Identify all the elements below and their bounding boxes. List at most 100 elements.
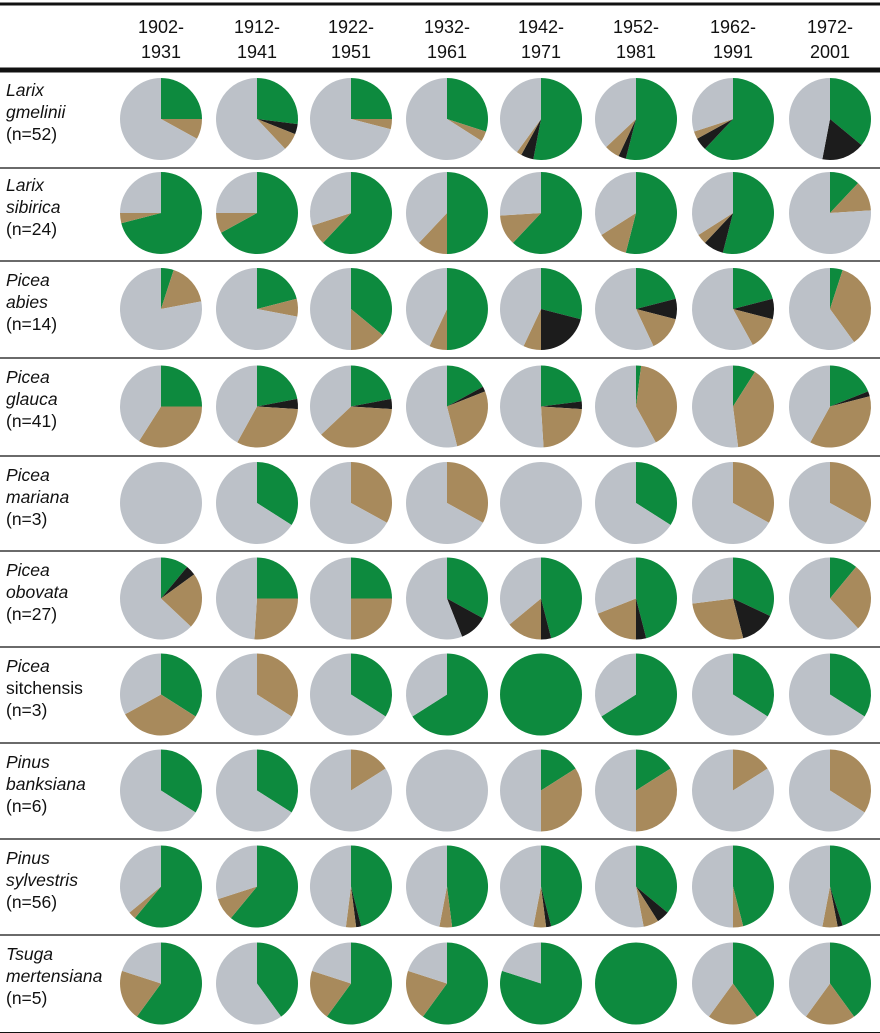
pie-slice [216, 942, 282, 1025]
pie-slice [733, 845, 774, 927]
row-label-sample-size: (n=3) [6, 509, 47, 529]
pie-slice [810, 396, 871, 448]
pie-slice [733, 371, 775, 448]
pie-slice [733, 462, 775, 523]
pie-chart [310, 172, 392, 254]
pie-slice [119, 365, 161, 442]
pie-slice [406, 749, 488, 832]
pie-chart [789, 557, 872, 640]
pie-slice [216, 172, 257, 213]
row-label-genus: Picea [6, 656, 50, 676]
pie-slice [215, 365, 257, 443]
pie-chart [405, 172, 488, 254]
pie-slice [405, 172, 447, 243]
pie-slice [418, 213, 447, 254]
pie-slice [429, 309, 447, 350]
pie-slice [830, 270, 871, 343]
pie-slice [541, 406, 582, 448]
pie-slice [708, 983, 758, 1025]
row-label-genus: Larix [6, 175, 45, 195]
pie-slice [830, 391, 870, 407]
pie-slice [733, 268, 773, 309]
pie-slice [447, 462, 489, 523]
column-label-start: 1962- [710, 17, 756, 37]
pie-slice [121, 172, 203, 254]
pie-slice [500, 365, 544, 448]
pie-chart [789, 845, 871, 928]
pie-chart [406, 845, 489, 928]
pie-slice [789, 653, 865, 736]
pie-slice [625, 78, 678, 161]
pie-slice [636, 365, 678, 443]
pie-slice [594, 77, 636, 148]
pie-slice [822, 886, 838, 928]
row-label-genus: Picea [6, 270, 50, 290]
pie-slice [257, 557, 298, 599]
pie-slice [257, 462, 299, 525]
row-label-sample-size: (n=52) [6, 124, 57, 144]
pie-slice [692, 462, 769, 544]
pie-slice [161, 365, 202, 407]
pie-slice [136, 942, 202, 1025]
pie-slice [788, 942, 830, 1017]
pie-slice [541, 365, 582, 407]
pie-chart [216, 845, 299, 928]
pie-slice [216, 462, 292, 544]
pie-slice [733, 557, 775, 616]
pie-slice [830, 845, 871, 926]
pie-slice [516, 119, 541, 155]
pie-chart [500, 365, 583, 448]
row-label-sample-size: (n=6) [6, 796, 47, 816]
pie-slice [312, 942, 351, 984]
pie-slice [439, 886, 453, 928]
pie-slice [509, 598, 541, 640]
row-label-species: sibirica [6, 197, 61, 217]
pie-slice [406, 461, 483, 544]
pie-slice [161, 566, 195, 599]
pie-chart [215, 557, 298, 640]
pie-slice [161, 653, 203, 717]
pie-slice [120, 462, 202, 544]
pie-slice [636, 886, 658, 927]
pie-slice [733, 886, 744, 928]
pie-slice [405, 268, 447, 347]
pie-chart [216, 653, 299, 736]
pie-chart [691, 172, 775, 254]
pie-slice [405, 653, 447, 717]
row-label-species: sitchensis [6, 678, 83, 698]
pie-slice [636, 268, 676, 309]
column-label-start: 1952- [613, 17, 659, 37]
pie-chart [788, 942, 872, 1025]
pie-slice [120, 970, 161, 1017]
pie-slice [161, 557, 188, 599]
pie-slice [422, 942, 488, 1025]
pie-chart [216, 78, 299, 160]
pie-chart [310, 749, 393, 832]
pie-chart [120, 942, 202, 1025]
pie-slice [257, 78, 299, 125]
pie-slice [257, 942, 299, 1017]
pie-slice [789, 172, 872, 254]
row-label-genus: Pinus [6, 752, 50, 772]
pie-slice [636, 598, 647, 640]
pie-slice [830, 653, 872, 717]
pie-slice [134, 845, 203, 928]
pie-chart [500, 557, 582, 640]
pie-slice [789, 78, 830, 160]
pie-slice [351, 845, 392, 927]
pie-slice [830, 749, 872, 813]
pie-chart [120, 462, 202, 544]
pie-slice [122, 942, 161, 984]
pie-slice [636, 365, 642, 407]
pie-chart [789, 462, 872, 544]
row-label-sample-size: (n=14) [6, 314, 57, 334]
pie-slice [691, 942, 733, 1017]
pie-slice [541, 309, 581, 350]
pie-slice [161, 270, 202, 309]
pie-chart [595, 462, 678, 544]
row-label-genus: Tsuga [6, 944, 53, 964]
pie-chart [692, 78, 774, 160]
